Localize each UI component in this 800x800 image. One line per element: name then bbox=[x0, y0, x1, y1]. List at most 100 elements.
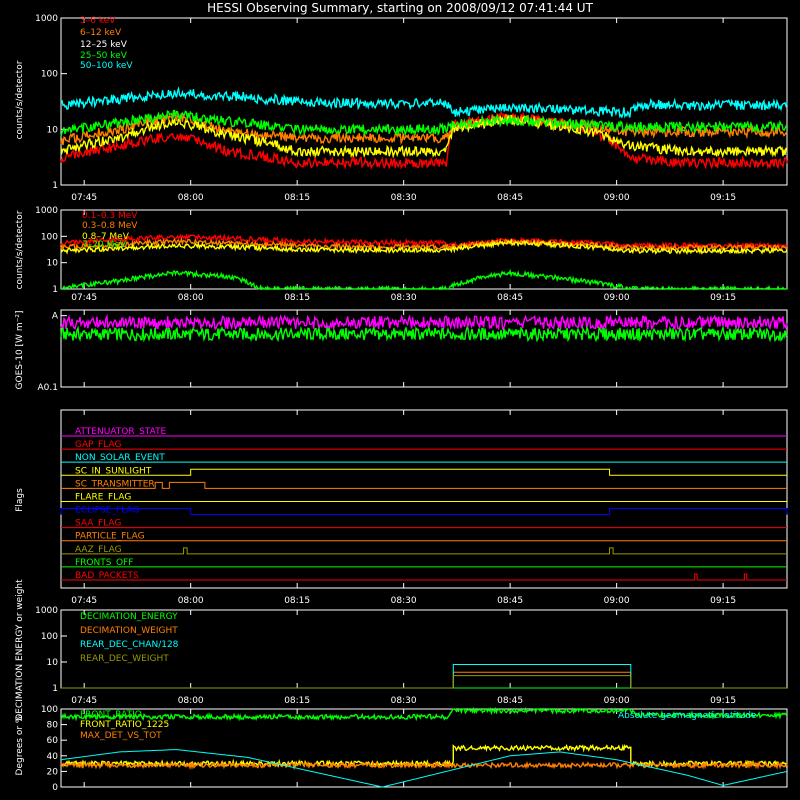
panel2-ylabel: counts/s/detector bbox=[15, 210, 25, 289]
flag-label: NON_SOLAR_EVENT bbox=[75, 453, 165, 463]
y-tick-label: 20 bbox=[47, 767, 59, 777]
time-tick-label: 07:45 bbox=[71, 696, 97, 706]
flag-label: ECLIPSE_FLAG bbox=[75, 506, 139, 516]
time-tick-label: 09:15 bbox=[710, 596, 736, 606]
y-tick-label: 100 bbox=[41, 70, 58, 80]
panel6-ylabel: Degrees or % bbox=[15, 714, 25, 775]
legend-entry: FRONT_RATIO bbox=[80, 710, 142, 720]
y-tick-label: 100 bbox=[41, 232, 58, 242]
panel5-ylabel: DECIMATION ENERGY or weight bbox=[15, 579, 25, 721]
series-line bbox=[60, 749, 788, 788]
flag-label: FLARE_FLAG bbox=[75, 492, 131, 502]
legend-entry: 7–20 MeV bbox=[82, 240, 127, 250]
flag-label: SAA_FLAG bbox=[75, 519, 121, 529]
series-line bbox=[61, 671, 787, 689]
series-line bbox=[60, 109, 788, 137]
y-tick-label: 10 bbox=[47, 125, 59, 135]
series-line bbox=[60, 114, 787, 159]
flag-label: BAD_PACKETS bbox=[75, 571, 139, 581]
y-tick-label: 100 bbox=[41, 632, 58, 642]
y-tick-label: 0 bbox=[52, 783, 58, 793]
y-tick-label: 10 bbox=[47, 658, 59, 668]
time-tick-label: 09:00 bbox=[604, 596, 630, 606]
time-tick-label: 07:45 bbox=[71, 193, 97, 203]
time-tick-label: 07:45 bbox=[71, 596, 97, 606]
panel4-frame bbox=[60, 409, 788, 589]
flag-line bbox=[60, 508, 788, 516]
time-tick-label: 08:30 bbox=[391, 293, 417, 303]
flag-label: SC_IN_SUNLIGHT bbox=[75, 466, 152, 476]
flag-line bbox=[61, 481, 787, 489]
y-tick-label: 80 bbox=[47, 721, 59, 731]
time-tick-label: 08:45 bbox=[497, 193, 523, 203]
panel2: counts/s/detector 07:45 08:00 08:15 08:30 08:… bbox=[15, 206, 788, 303]
flag-line bbox=[61, 547, 787, 555]
flag-label: AAZ_FLAG bbox=[75, 545, 122, 555]
legend-entry: Absolute geomagnetic latitude bbox=[618, 711, 757, 721]
time-tick-label: 09:15 bbox=[710, 696, 736, 706]
y-tick-label: 100 bbox=[41, 705, 58, 715]
legend-entry: DECIMATION_WEIGHT bbox=[80, 626, 178, 636]
series-line bbox=[60, 325, 788, 343]
panel1-ylabel: counts/s/detector bbox=[15, 60, 25, 139]
panel5: DECIMATION ENERGY or weight 07:45 08:00 08:… bbox=[15, 579, 788, 721]
time-tick-label: 08:15 bbox=[284, 596, 310, 606]
time-tick-label: 08:30 bbox=[391, 193, 417, 203]
y-tick-label: 1 bbox=[52, 285, 58, 295]
y-tick-label: 1 bbox=[52, 684, 58, 694]
legend-entry: 12–25 keV bbox=[80, 40, 128, 50]
legend-entry: 0.8–7 MeV bbox=[82, 232, 130, 242]
series-line bbox=[60, 86, 788, 119]
panel3-ylabel: GOES-10 [W m⁻²] bbox=[15, 311, 25, 390]
y-tick-label: 40 bbox=[47, 752, 59, 762]
time-tick-label: 08:30 bbox=[391, 596, 417, 606]
series-line bbox=[60, 706, 788, 722]
panel4-ylabel: Flags bbox=[15, 488, 25, 512]
y-tick-label: 60 bbox=[47, 736, 59, 746]
panel3: GOES-10 [W m⁻²] A0.1 A bbox=[15, 309, 788, 393]
legend-entry: REAR_DEC_CHAN/128 bbox=[80, 640, 179, 650]
series-line bbox=[61, 664, 787, 689]
time-tick-label: 08:15 bbox=[284, 696, 310, 706]
flag-label: SC_TRANSMITTER bbox=[75, 479, 155, 489]
y-tick-label: 1000 bbox=[35, 206, 58, 216]
legend-entry: FRONT_RATIO_1225 bbox=[80, 720, 169, 730]
time-tick-label: 08:45 bbox=[497, 596, 523, 606]
time-tick-label: 08:15 bbox=[284, 293, 310, 303]
time-tick-label: 08:00 bbox=[178, 193, 204, 203]
legend-entry: REAR_DEC_WEIGHT bbox=[80, 654, 169, 664]
series-line bbox=[60, 111, 788, 170]
time-tick-label: 08:30 bbox=[391, 696, 417, 706]
flag-label: ATTENUATOR_STATE bbox=[75, 427, 167, 437]
time-tick-label: 08:00 bbox=[178, 293, 204, 303]
y-tick-label: 10 bbox=[47, 259, 59, 269]
time-tick-label: 08:00 bbox=[178, 596, 204, 606]
panel4: Flags 07:45 08:00 08:15 08:30 08:45 09:00 09:15… bbox=[15, 409, 788, 606]
panel1: counts/s/detector 07:45 08:00 08:15 08:30 08:… bbox=[15, 14, 788, 203]
series-line bbox=[61, 268, 788, 291]
time-tick-label: 09:00 bbox=[604, 193, 630, 203]
legend-entry: 6–12 keV bbox=[80, 28, 122, 38]
flag-label: GAP_FLAG bbox=[75, 440, 121, 450]
series-line bbox=[60, 313, 788, 331]
time-tick-label: 08:45 bbox=[497, 696, 523, 706]
series-line bbox=[61, 675, 787, 689]
time-tick-label: 09:15 bbox=[710, 293, 736, 303]
panel6-frame bbox=[60, 708, 788, 788]
time-tick-label: 09:00 bbox=[604, 293, 630, 303]
legend-entry: 3–6 keV bbox=[80, 16, 116, 26]
panel3-frame bbox=[60, 309, 788, 388]
series-line bbox=[60, 237, 788, 256]
panel6: Degrees or % 0 20 40 60 80 100 FRONT_RATIOFRONT… bbox=[15, 705, 788, 793]
legend-entry: 25–50 keV bbox=[80, 51, 128, 61]
legend-entry: 0.1–0.3 MeV bbox=[82, 211, 138, 221]
time-tick-label: 08:45 bbox=[497, 293, 523, 303]
flag-label: PARTICLE_FLAG bbox=[75, 532, 145, 542]
y-tick-label: 1000 bbox=[35, 14, 58, 24]
series-line bbox=[61, 743, 788, 769]
flag-line bbox=[61, 468, 787, 476]
y-tick-label: A0.1 bbox=[38, 383, 58, 393]
y-tick-label: 1 bbox=[52, 181, 58, 191]
y-tick-label: A bbox=[52, 312, 59, 322]
